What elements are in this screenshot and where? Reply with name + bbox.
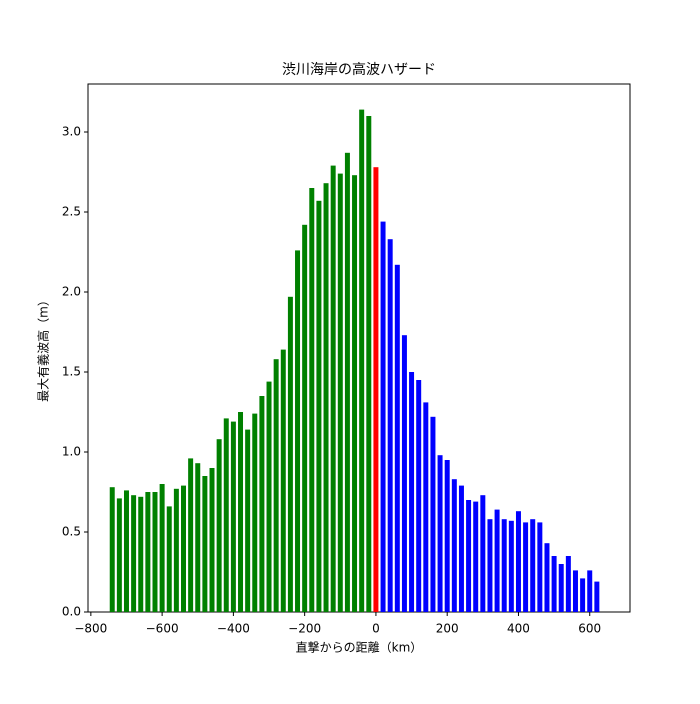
y-tick-label: 2.5 bbox=[62, 205, 81, 219]
x-tick-label: 600 bbox=[578, 622, 601, 636]
bar bbox=[344, 152, 350, 613]
bar bbox=[181, 485, 186, 612]
bar bbox=[195, 463, 201, 612]
bar bbox=[173, 488, 179, 612]
bar bbox=[530, 519, 536, 612]
bar bbox=[458, 485, 464, 612]
bar bbox=[487, 519, 493, 612]
bar bbox=[188, 458, 194, 612]
x-tick-label: −200 bbox=[288, 622, 321, 636]
bar bbox=[416, 380, 422, 612]
bar bbox=[373, 167, 379, 612]
bar bbox=[380, 221, 386, 612]
bar bbox=[116, 498, 122, 612]
bar bbox=[437, 455, 443, 612]
y-tick-label: 1.0 bbox=[62, 445, 81, 459]
bar bbox=[501, 519, 507, 612]
bar bbox=[245, 429, 251, 612]
bar bbox=[430, 416, 436, 612]
bar bbox=[537, 522, 543, 612]
bar bbox=[216, 439, 222, 612]
bar bbox=[266, 381, 272, 612]
bar bbox=[109, 487, 115, 612]
bar bbox=[352, 175, 358, 612]
bar bbox=[544, 543, 550, 612]
bar bbox=[409, 372, 415, 612]
bar bbox=[295, 250, 301, 612]
plot-frame bbox=[87, 83, 631, 613]
y-tick-label: 0.0 bbox=[62, 605, 81, 619]
bar bbox=[359, 109, 365, 612]
bar bbox=[480, 495, 486, 612]
bar bbox=[394, 264, 400, 612]
bar bbox=[309, 188, 315, 612]
bar bbox=[423, 402, 429, 612]
bar bbox=[494, 509, 500, 612]
bar bbox=[238, 412, 244, 612]
x-tick-label: −600 bbox=[146, 622, 179, 636]
bar bbox=[551, 556, 557, 612]
x-tick-label: 200 bbox=[436, 622, 459, 636]
bar bbox=[473, 501, 479, 612]
bar bbox=[330, 165, 336, 612]
bar bbox=[123, 490, 129, 612]
bar bbox=[166, 506, 172, 612]
bar bbox=[572, 570, 578, 612]
bar bbox=[587, 570, 593, 612]
bar bbox=[223, 418, 229, 612]
bar bbox=[523, 522, 529, 612]
bar bbox=[287, 296, 293, 612]
x-tick-label: 0 bbox=[372, 622, 380, 636]
x-axis-label: 直撃からの距離（km） bbox=[296, 640, 423, 655]
bar bbox=[337, 173, 343, 612]
bar bbox=[131, 495, 137, 612]
y-tick-label: 1.5 bbox=[62, 365, 81, 379]
bar bbox=[230, 421, 236, 612]
bar bbox=[280, 349, 286, 612]
bar bbox=[401, 335, 407, 612]
bar bbox=[252, 413, 258, 612]
bar bbox=[565, 556, 571, 612]
bar bbox=[444, 460, 450, 612]
bar bbox=[202, 476, 208, 612]
bar bbox=[138, 496, 144, 612]
bar bbox=[273, 359, 279, 612]
bar bbox=[594, 581, 600, 612]
bar bbox=[259, 396, 265, 612]
bar bbox=[302, 224, 308, 613]
y-tick-label: 2.0 bbox=[62, 285, 81, 299]
bar bbox=[515, 511, 521, 612]
bar bbox=[508, 520, 514, 612]
bar bbox=[323, 183, 329, 612]
y-axis-label: 最大有義波高（m） bbox=[36, 294, 51, 402]
y-tick-label: 3.0 bbox=[62, 125, 81, 139]
y-tick-label: 0.5 bbox=[62, 525, 81, 539]
bar bbox=[387, 239, 393, 612]
bar bbox=[159, 484, 165, 612]
bar bbox=[366, 116, 372, 612]
x-tick-label: −400 bbox=[217, 622, 250, 636]
x-tick-label: −800 bbox=[74, 622, 107, 636]
bar bbox=[580, 578, 586, 612]
bar bbox=[466, 500, 472, 612]
chart-title: 渋川海岸の高波ハザード bbox=[282, 61, 436, 78]
bar bbox=[145, 492, 151, 612]
x-tick-label: 400 bbox=[507, 622, 530, 636]
bar bbox=[152, 492, 158, 612]
bar bbox=[316, 200, 322, 613]
bar bbox=[451, 479, 457, 612]
bar bbox=[558, 564, 564, 612]
bar bbox=[209, 468, 215, 612]
